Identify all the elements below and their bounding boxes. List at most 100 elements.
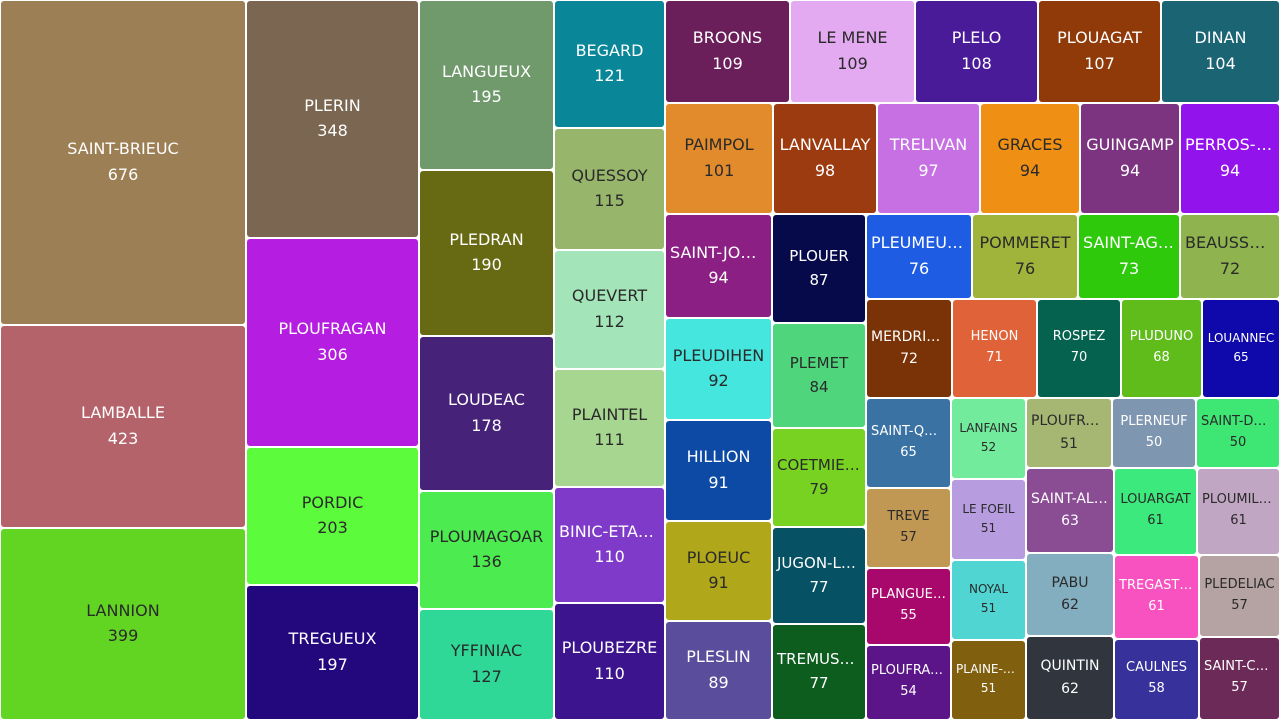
treemap-tile: HILLION 91 [666,421,771,520]
tile-label: HILLION [686,448,751,467]
tile-label: POMMERET [979,234,1071,253]
treemap-tile: LOUANNEC 65 [1203,300,1279,397]
tile-value: 62 [1061,597,1079,614]
treemap-tile: LAMBALLE 423 [1,326,245,527]
treemap-tile: PLOUFRAGAN-3 51 [1027,399,1111,467]
tile-label: PLOUMILLIAU [1202,493,1279,508]
treemap-tile: POMMERET 76 [973,215,1077,298]
tile-value: 110 [594,548,625,567]
tile-label: PLELO [951,29,1002,48]
treemap-tile: CAULNES 58 [1115,640,1198,719]
treemap-tile: QUEVERT 112 [555,251,664,368]
tile-value: 348 [317,122,348,141]
tile-label: SAINT-DONAN [1201,414,1279,429]
tile-label: QUINTIN [1040,658,1100,675]
treemap-tile: MERDRIGNAC 72 [867,300,951,397]
treemap-tile: PAIMPOL 101 [666,104,772,213]
tile-label: PABU [1051,574,1089,591]
tile-value: 61 [1148,599,1165,614]
treemap-tile: LOUARGAT 61 [1115,469,1196,554]
tile-label: TREMUSON [777,651,863,668]
treemap-tile: BEAUSSAIS 72 [1181,215,1279,298]
treemap-tile: PORDIC 203 [247,448,418,584]
treemap-tile: BEGARD 121 [555,1,664,127]
tile-value: 190 [471,256,502,275]
tile-value: 92 [708,372,729,391]
treemap-tile: PLOUMILLIAU 61 [1198,469,1279,554]
tile-value: 76 [908,259,930,278]
tile-value: 57 [1231,681,1248,696]
tile-value: 104 [1205,54,1236,73]
tile-value: 72 [900,351,918,368]
treemap-tile: PLOUMAGOAR 136 [420,492,553,608]
tile-label: PLEUMEUR-BODOU [871,234,971,253]
tile-label: GRACES [997,136,1063,155]
treemap-tile: PLOUFRAGAN-2 54 [867,646,950,719]
tile-label: BROONS [692,29,763,48]
treemap-tile: SAINT-ALBAN 63 [1027,469,1113,552]
tile-value: 73 [1118,259,1140,278]
tile-value: 94 [1219,161,1241,180]
treemap-tile: PLEDRAN 190 [420,171,553,335]
tile-label: LOUDEAC [448,391,525,410]
treemap-tile: YFFINIAC 127 [420,610,553,719]
tile-label: PLOUBEZRE [561,639,658,658]
tile-label: NOYAL [968,583,1009,597]
tile-value: 52 [980,440,997,454]
tile-value: 399 [107,627,139,646]
treemap-tile: PLEUDIHEN 92 [666,319,771,419]
tile-label: CAULNES [1126,661,1187,676]
tile-value: 94 [1019,161,1041,180]
tile-value: 71 [986,351,1003,366]
tile-label: COETMIEUX [777,456,865,474]
treemap-tile: LANFAINS 52 [952,399,1025,478]
treemap-tile: PLUDUNO 68 [1122,300,1201,397]
treemap-tile: LANNION 399 [1,529,245,719]
tile-value: 57 [900,530,917,545]
tile-value: 89 [708,673,729,692]
tile-label: LOUANNEC [1207,331,1275,345]
tile-label: ROSPEZ [1052,330,1106,345]
treemap-tile: ROSPEZ 70 [1038,300,1120,397]
tile-value: 61 [1147,514,1164,529]
tile-label: TREGUEUX [288,630,377,649]
tile-value: 72 [1219,259,1241,278]
tile-label: PLOUFRAGAN-2 [871,664,950,679]
treemap-tile: PLEUMEUR-BODOU 76 [867,215,971,298]
tile-label: DINAN [1194,29,1247,48]
treemap-tile: SAINT-AGATHON 73 [1079,215,1179,298]
tile-label: PLUDUNO [1129,330,1194,345]
treemap-tile: LOUDEAC 178 [420,337,553,490]
tile-label: PLOUFRAGAN-3 [1031,413,1111,430]
tile-label: TREGASTEL [1119,578,1195,593]
tile-label: HENON [970,330,1019,345]
tile-value: 51 [1060,435,1078,452]
treemap-tile: SAINT-CAST 57 [1200,638,1279,719]
tile-label: PLOUAGAT [1057,29,1142,48]
treemap-tile: PLEMET 84 [773,324,865,427]
treemap-tile: BINIC-ETABLES-SUR-MER 110 [555,488,664,602]
tile-label: LANFAINS [959,421,1018,435]
treemap-tile: PLAINTEL 111 [555,370,664,486]
tile-label: LANGUEUX [441,62,532,81]
tile-label: PLOUMAGOAR [429,527,544,546]
tile-value: 50 [1229,435,1247,450]
tile-label: PLEMET [789,354,849,372]
tile-value: 55 [900,609,917,624]
tile-value: 109 [712,54,743,73]
treemap-tile: LE FOEIL 51 [952,480,1025,559]
tile-value: 87 [809,271,829,289]
treemap-tile: PLEDELIAC 57 [1200,556,1279,636]
tile-value: 61 [1230,514,1247,529]
tile-value: 70 [1070,351,1088,366]
tile-value: 676 [107,165,139,184]
tile-value: 115 [594,192,625,211]
tile-value: 68 [1153,351,1170,366]
tile-value: 63 [1061,513,1079,530]
treemap-tile: SAINT-BRIEUC 676 [1,1,245,324]
tile-label: YFFINIAC [450,642,523,661]
treemap-tile: QUINTIN 62 [1027,637,1113,719]
treemap-tile: PLESLIN 89 [666,622,771,719]
tile-value: 76 [1014,259,1036,278]
